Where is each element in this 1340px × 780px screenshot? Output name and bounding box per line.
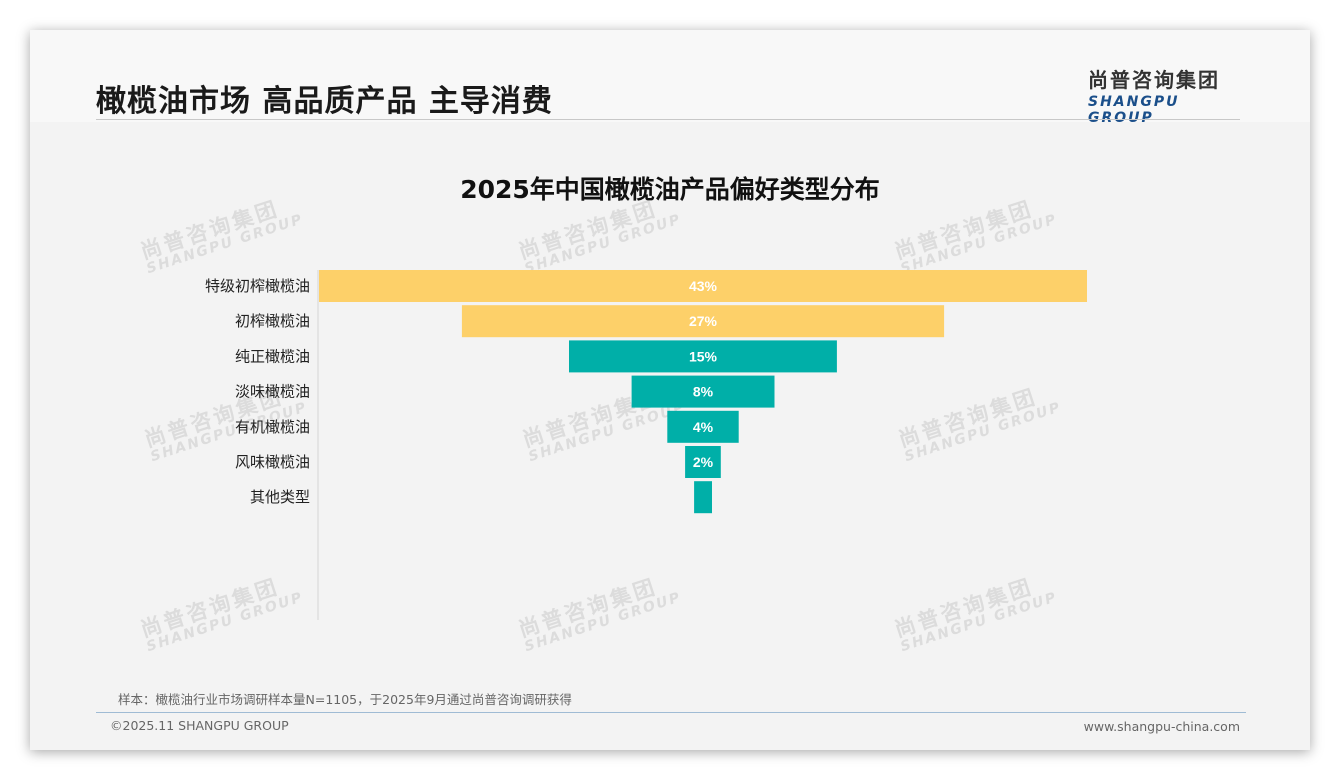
category-label: 有机橄榄油 [235, 418, 310, 436]
copyright-text: ©2025.11 SHANGPU GROUP [110, 718, 289, 733]
page-title: 橄榄油市场 高品质产品 主导消费 [96, 84, 553, 119]
website-url: www.shangpu-china.com [1083, 719, 1240, 734]
category-label: 初榨橄榄油 [235, 312, 310, 330]
category-label: 纯正橄榄油 [235, 347, 310, 365]
data-label: 4% [693, 419, 714, 435]
funnel-bar [631, 375, 775, 408]
funnel-bar [667, 410, 739, 443]
funnel-chart: 特级初榨橄榄油 43% 初榨橄榄油 27% 纯正橄榄油 15% 淡味橄榄油 8% 有机橄榄油 4%… [205, 270, 1087, 620]
logo-chinese-name: 尚普咨询集团 [1088, 68, 1220, 92]
logo-english-name: SHANGPU GROUP [1088, 94, 1180, 126]
header-divider [96, 119, 1240, 120]
data-label: 27% [689, 313, 718, 329]
data-label: 8% [693, 384, 714, 400]
chart-title: 2025年中国橄榄油产品偏好类型分布 [460, 175, 880, 204]
brand-logo: 尚普咨询集团 SHANGPU GROUP [1088, 64, 1248, 126]
funnel-bar [319, 270, 1087, 302]
funnel-bar [569, 340, 837, 373]
category-label: 风味橄榄油 [235, 453, 310, 471]
footer-divider [96, 712, 1246, 713]
sample-footnote: 样本：橄榄油行业市场调研样本量N=1105，于2025年9月通过尚普咨询调研获得 [118, 692, 572, 707]
data-label: 15% [689, 348, 718, 364]
data-label: 2% [693, 454, 714, 470]
data-label: 43% [689, 278, 718, 294]
funnel-bar [694, 481, 712, 514]
category-label: 其他类型 [250, 488, 310, 506]
category-label: 特级初榨橄榄油 [205, 277, 310, 295]
funnel-bar [685, 446, 721, 478]
slide: 橄榄油市场 高品质产品 主导消费 尚普咨询集团 SHANGPU GROUP 尚普… [30, 30, 1310, 750]
category-label: 淡味橄榄油 [235, 383, 310, 401]
funnel-bar [461, 305, 945, 338]
slide-header [30, 30, 1310, 122]
